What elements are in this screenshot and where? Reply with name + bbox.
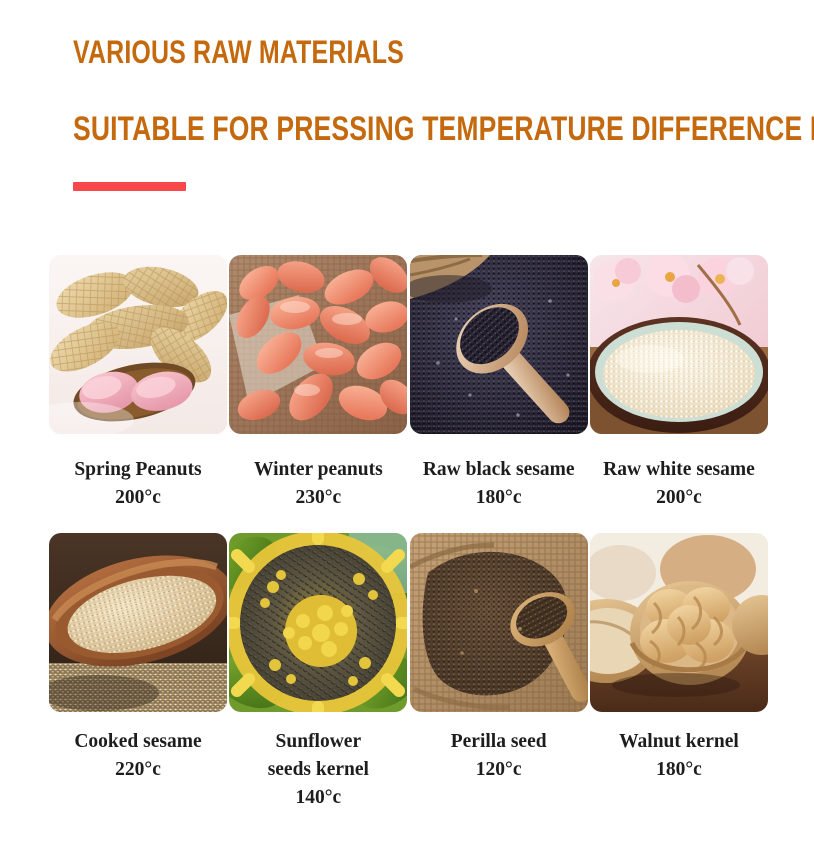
material-temperature: 220°c <box>115 759 161 781</box>
perilla-seed-photo <box>409 533 588 713</box>
materials-row-2: Cooked sesame 220°c <box>0 533 814 811</box>
material-card-sunflower-seeds-kernel[interactable]: Sunflower seeds kernel 140°c <box>229 533 408 811</box>
material-name: Cooked sesame <box>74 731 202 753</box>
material-caption: Perilla seed 120°c <box>399 728 599 783</box>
material-name: Raw black sesame <box>422 459 575 480</box>
material-temperature: 200°c <box>115 486 161 508</box>
material-caption: Winter peanuts 230°c <box>218 456 418 511</box>
material-temperature: 200°c <box>656 486 702 508</box>
raw-black-sesame-photo <box>409 255 588 434</box>
material-caption: Spring Peanuts 200°c <box>38 456 238 511</box>
heading-block: VARIOUS RAW MATERIALS SUITABLE FOR PRESS… <box>73 34 814 148</box>
material-caption: Raw black sesame 180°c <box>399 456 599 511</box>
materials-grid: Spring Peanuts 200°c <box>0 255 814 811</box>
material-card-cooked-sesame[interactable]: Cooked sesame 220°c <box>49 533 227 811</box>
material-temperature: 120°c <box>475 759 522 781</box>
material-temperature: 230°c <box>295 486 342 508</box>
material-caption: Sunflower seeds kernel 140°c <box>218 728 418 811</box>
materials-row-1: Spring Peanuts 200°c <box>0 255 814 511</box>
material-card-raw-white-sesame[interactable]: Raw white sesame 200°c <box>589 255 768 511</box>
sunflower-seeds-kernel-photo <box>229 533 408 713</box>
cooked-sesame-photo <box>49 533 227 713</box>
material-name: Spring Peanuts <box>74 459 202 480</box>
material-name: Sunflower seeds kernel <box>267 731 369 781</box>
winter-peanuts-photo <box>229 255 408 434</box>
raw-white-sesame-photo <box>589 255 768 434</box>
material-name: Perilla seed <box>450 731 547 753</box>
page-title-line-2: SUITABLE FOR PRESSING TEMPERATURE DIFFER… <box>73 110 814 148</box>
material-card-raw-black-sesame[interactable]: Raw black sesame 180°c <box>409 255 588 511</box>
material-name: Walnut kernel <box>619 731 739 753</box>
accent-bar <box>73 182 186 191</box>
material-caption: Walnut kernel 180°c <box>579 728 779 783</box>
material-card-walnut-kernel[interactable]: Walnut kernel 180°c <box>589 533 768 811</box>
material-card-spring-peanuts[interactable]: Spring Peanuts 200°c <box>49 255 227 511</box>
material-temperature: 180°c <box>656 759 702 781</box>
material-caption: Cooked sesame 220°c <box>38 728 238 783</box>
material-card-winter-peanuts[interactable]: Winter peanuts 230°c <box>229 255 408 511</box>
page-title-line-1: VARIOUS RAW MATERIALS <box>73 34 404 70</box>
material-card-perilla-seed[interactable]: Perilla seed 120°c <box>409 533 588 811</box>
material-temperature: 180°c <box>475 486 522 508</box>
spring-peanuts-photo <box>49 255 227 434</box>
material-name: Raw white sesame <box>603 459 755 480</box>
material-temperature: 140°c <box>295 786 342 808</box>
material-caption: Raw white sesame 200°c <box>579 456 779 511</box>
walnut-kernel-photo <box>589 533 768 713</box>
material-name: Winter peanuts <box>253 459 383 480</box>
